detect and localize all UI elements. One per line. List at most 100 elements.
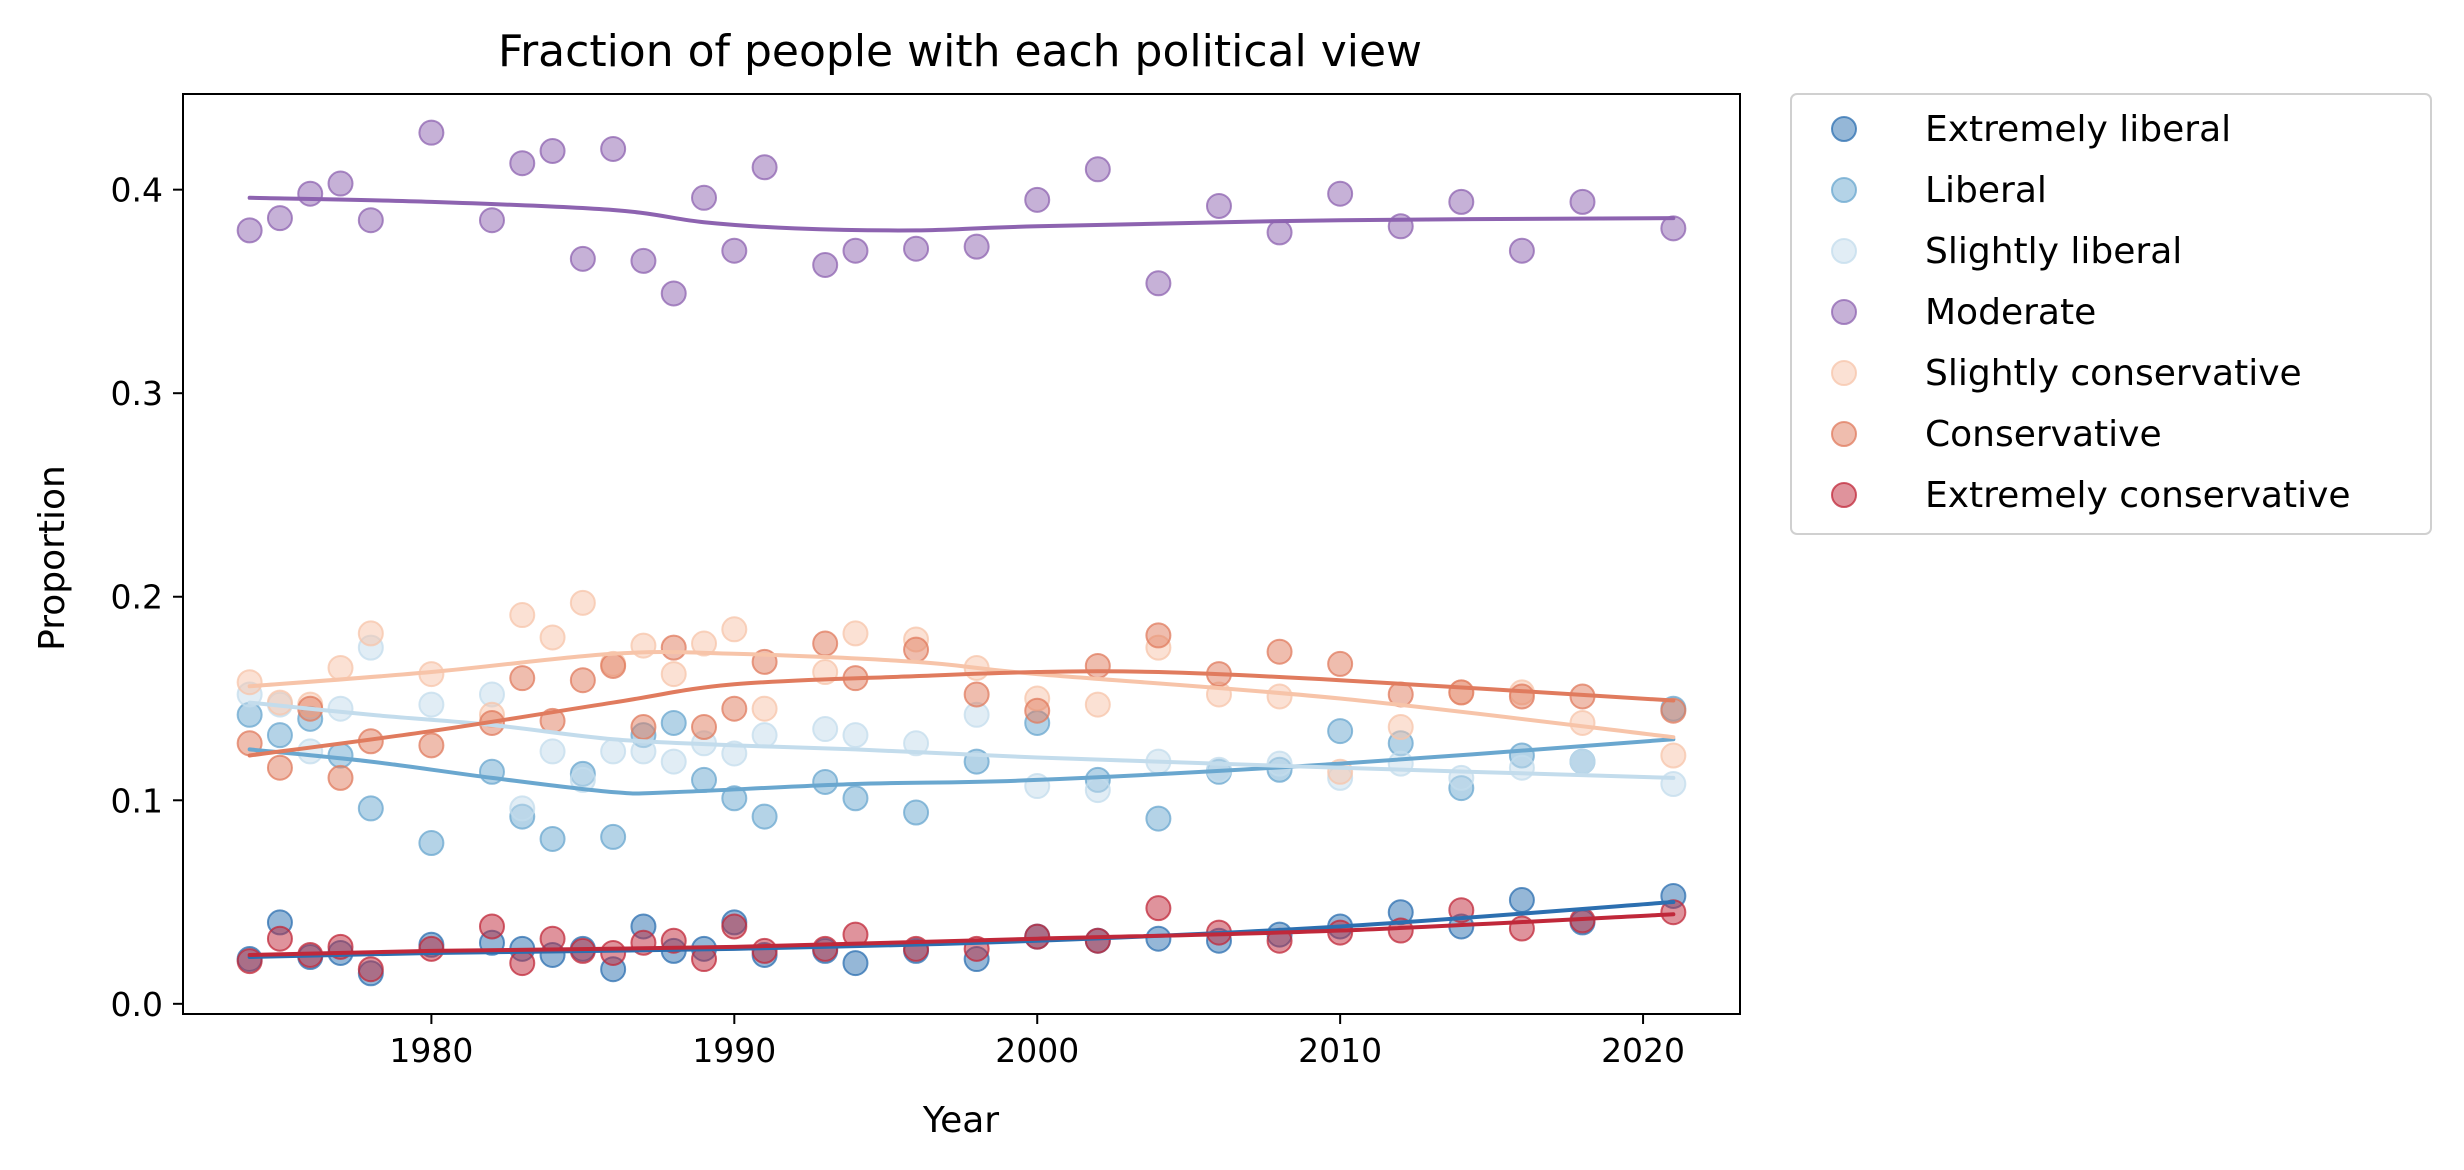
data-point (509, 602, 536, 629)
plot-frame (182, 93, 1741, 1015)
data-point (691, 630, 718, 657)
data-point (660, 661, 687, 688)
data-point (509, 665, 536, 692)
data-point (751, 937, 778, 964)
data-point (630, 714, 657, 741)
data-point (418, 732, 445, 759)
data-point (1569, 709, 1596, 736)
data-point (266, 722, 293, 749)
data-point (509, 950, 536, 977)
data-point (660, 709, 687, 736)
data-point (630, 247, 657, 274)
data-point (721, 616, 748, 643)
data-point (478, 207, 505, 234)
series-extremely-conservative-points (236, 895, 1687, 983)
legend-label: Slightly liberal (1925, 231, 2182, 272)
data-point (297, 180, 324, 207)
data-point (1145, 925, 1172, 952)
data-point (1084, 156, 1111, 183)
data-point (812, 251, 839, 278)
data-point (327, 764, 354, 791)
data-point (1448, 679, 1475, 706)
data-point (539, 825, 566, 852)
data-point (1084, 691, 1111, 718)
data-point (963, 233, 990, 260)
y-axis-label: Proportion (32, 465, 73, 651)
data-point (539, 137, 566, 164)
data-point (691, 714, 718, 741)
data-point (1508, 237, 1535, 264)
legend-frame (1790, 93, 2432, 535)
legend-marker (1831, 116, 1857, 142)
data-point (600, 939, 627, 966)
series-liberal-trend-line (247, 737, 1676, 796)
series-moderate-points (236, 119, 1687, 307)
data-point (1145, 270, 1172, 297)
data-point (1327, 650, 1354, 677)
data-point (1569, 188, 1596, 215)
data-point (1145, 895, 1172, 922)
data-point (1266, 683, 1293, 710)
x-axis-label: Year (922, 1100, 999, 1141)
data-point (357, 207, 384, 234)
legend-marker (1831, 421, 1857, 447)
series-moderate-trend-line (247, 195, 1676, 233)
data-point (842, 722, 869, 749)
data-point (569, 667, 596, 694)
data-point (327, 695, 354, 722)
data-point (1508, 754, 1535, 781)
x-tick-label: 2010 (1298, 1031, 1382, 1070)
legend: Extremely liberal Liberal Slightly liberal… (1790, 93, 2432, 535)
data-point (1024, 697, 1051, 724)
data-point (691, 766, 718, 793)
data-point (842, 237, 869, 264)
data-point (751, 722, 778, 749)
data-point (721, 913, 748, 940)
data-point (1145, 805, 1172, 832)
data-point (357, 795, 384, 822)
data-point (1084, 777, 1111, 804)
legend-label: Extremely conservative (1925, 475, 2351, 516)
chart-title: Fraction of people with each political v… (498, 26, 1422, 77)
legend-label: Conservative (1925, 414, 2162, 455)
data-point (1387, 714, 1414, 741)
legend-marker (1831, 299, 1857, 325)
data-point (266, 205, 293, 232)
data-point (327, 654, 354, 681)
legend-marker (1831, 177, 1857, 203)
data-point (600, 823, 627, 850)
y-tick-label: 0.3 (111, 374, 163, 413)
data-point (1569, 748, 1596, 775)
data-point (600, 652, 627, 679)
data-point (842, 620, 869, 647)
data-point (660, 280, 687, 307)
data-point (1145, 622, 1172, 649)
data-point (266, 925, 293, 952)
x-tick-label: 1980 (389, 1031, 473, 1070)
data-point (812, 716, 839, 743)
data-point (1084, 652, 1111, 679)
data-point (963, 681, 990, 708)
data-point (812, 630, 839, 657)
legend-marker (1831, 360, 1857, 386)
legend-label: Moderate (1925, 292, 2096, 333)
data-point (903, 730, 930, 757)
data-point (418, 691, 445, 718)
legend-label: Slightly conservative (1925, 353, 2302, 394)
legend-marker (1831, 482, 1857, 508)
data-point (1660, 742, 1687, 769)
data-point (539, 925, 566, 952)
legend-marker (1831, 238, 1857, 264)
data-point (297, 738, 324, 765)
data-point (903, 636, 930, 663)
data-point (1327, 180, 1354, 207)
data-point (1508, 887, 1535, 914)
data-point (236, 948, 263, 975)
y-tick-label: 0.1 (111, 781, 163, 820)
data-point (539, 624, 566, 651)
data-point (569, 766, 596, 793)
series-slightly-conservative-trend-line (247, 650, 1676, 740)
data-point (751, 695, 778, 722)
data-point (842, 785, 869, 812)
